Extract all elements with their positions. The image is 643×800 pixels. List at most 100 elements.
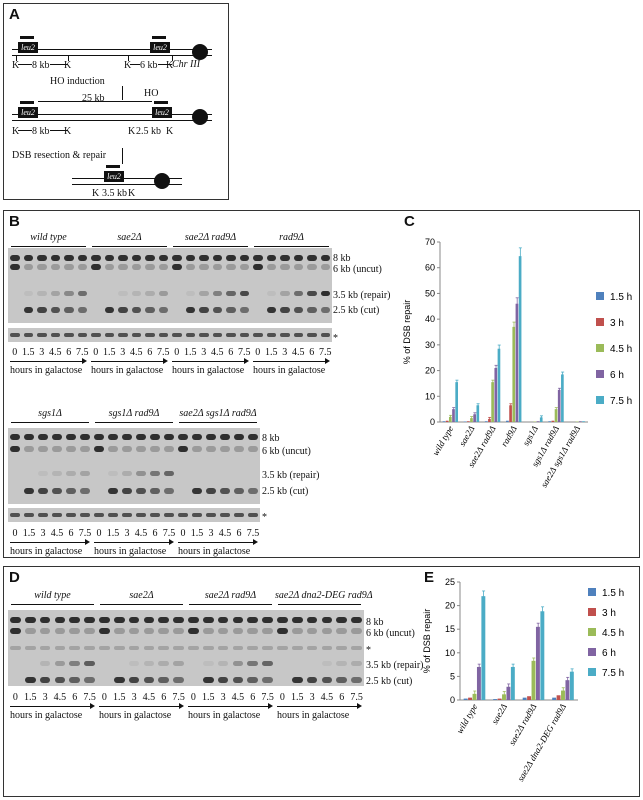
hours-label: hours in galactose — [172, 365, 245, 376]
timepoint-label: 0 — [96, 528, 102, 539]
band — [351, 677, 362, 683]
band — [232, 646, 244, 650]
time-arrow — [91, 361, 164, 362]
timepoint-label: 0 — [180, 528, 186, 539]
timepoint-label: 7.5 — [350, 692, 363, 703]
band — [84, 646, 95, 650]
band — [24, 677, 36, 683]
band — [321, 661, 333, 666]
k-tick — [68, 56, 69, 61]
band — [54, 677, 66, 683]
loading-band — [131, 333, 141, 337]
label-2-5kb: 2.5 kb — [136, 126, 161, 137]
band-label-6kb: 6 kb (uncut) — [333, 264, 382, 275]
time-arrowhead — [357, 703, 362, 709]
time-arrow — [277, 706, 358, 707]
bar — [506, 686, 511, 700]
chromosome-top-lower — [12, 55, 212, 56]
band — [24, 617, 36, 623]
band — [69, 646, 81, 650]
band — [158, 291, 168, 296]
legend-label: 6 h — [602, 648, 616, 659]
band — [150, 446, 160, 452]
group-underline — [11, 604, 94, 605]
band — [336, 617, 348, 623]
band — [104, 307, 114, 313]
timepoint-label: 7.5 — [172, 692, 185, 703]
bar — [463, 421, 467, 422]
band — [52, 471, 62, 476]
band — [320, 255, 330, 261]
timepoint-label: 7.5 — [246, 528, 260, 539]
band-label-asterisk: * — [366, 645, 371, 656]
band — [122, 488, 132, 494]
band-label-2-5kb: 2.5 kb (cut) — [262, 486, 309, 497]
legend-label: 1.5 h — [610, 292, 632, 303]
band — [23, 255, 33, 261]
hours-label: hours in galactose — [94, 546, 167, 557]
band — [321, 628, 333, 634]
timepoint-label: 4.5 — [142, 692, 156, 703]
band — [64, 291, 74, 296]
leu2-mid-right: leu2 — [152, 107, 172, 118]
chromosome-bottom-upper — [72, 178, 182, 179]
band — [239, 264, 249, 270]
time-arrowhead — [90, 703, 95, 709]
timepoint-label: 7.5 — [319, 347, 332, 358]
group-underline — [189, 604, 272, 605]
loading-band — [307, 333, 317, 337]
legend-swatch — [588, 668, 596, 676]
y-tick-label: 30 — [425, 340, 435, 350]
timepoint-label: 4.5 — [211, 347, 224, 358]
loading-band — [199, 333, 209, 337]
timepoint-label: 6 — [339, 692, 345, 703]
time-arrowhead — [179, 703, 184, 709]
band — [108, 471, 118, 476]
bar — [484, 421, 488, 422]
band — [158, 307, 168, 313]
bar — [448, 416, 452, 422]
timepoint-label: 3 — [124, 528, 130, 539]
timepoint-label: 7.5 — [261, 692, 274, 703]
band — [128, 646, 140, 650]
group-underline — [179, 422, 257, 423]
group-label: sae2Δ — [117, 232, 142, 243]
band — [38, 446, 48, 452]
band — [277, 646, 288, 650]
group-label: sae2Δ rad9Δ — [184, 232, 237, 243]
loading-band — [212, 333, 222, 337]
band-label-8kb: 8 kb — [262, 433, 280, 444]
band — [10, 255, 20, 261]
band — [158, 646, 170, 650]
band — [217, 617, 229, 623]
timepoint-label: 1.5 — [103, 347, 116, 358]
blot-main — [8, 610, 364, 686]
band — [307, 255, 317, 261]
bar — [491, 382, 494, 422]
band — [212, 291, 222, 296]
category-label: sae2Δ — [457, 424, 477, 448]
legend-swatch — [596, 292, 604, 300]
band — [307, 307, 317, 313]
loading-band — [178, 513, 188, 517]
category-label: wild type — [454, 702, 479, 735]
panel-e-label: E — [424, 569, 435, 586]
band — [24, 628, 36, 634]
bar — [452, 409, 455, 422]
timepoint-label: 3 — [39, 347, 45, 358]
band — [351, 617, 362, 623]
band — [217, 677, 229, 683]
band — [212, 255, 222, 261]
k-label: K — [12, 126, 20, 137]
timepoint-label: 7.5 — [83, 692, 96, 703]
timepoint-label: 6 — [161, 692, 167, 703]
timepoint-label: 4.5 — [130, 347, 143, 358]
band — [24, 446, 34, 452]
band — [247, 628, 259, 634]
band — [232, 617, 244, 623]
label-8kb-top: 8 kb — [32, 60, 50, 71]
band — [202, 677, 214, 683]
band — [199, 264, 209, 270]
band — [23, 264, 33, 270]
group-label: sae2Δ dna2-DEG rad9Δ — [275, 590, 373, 601]
